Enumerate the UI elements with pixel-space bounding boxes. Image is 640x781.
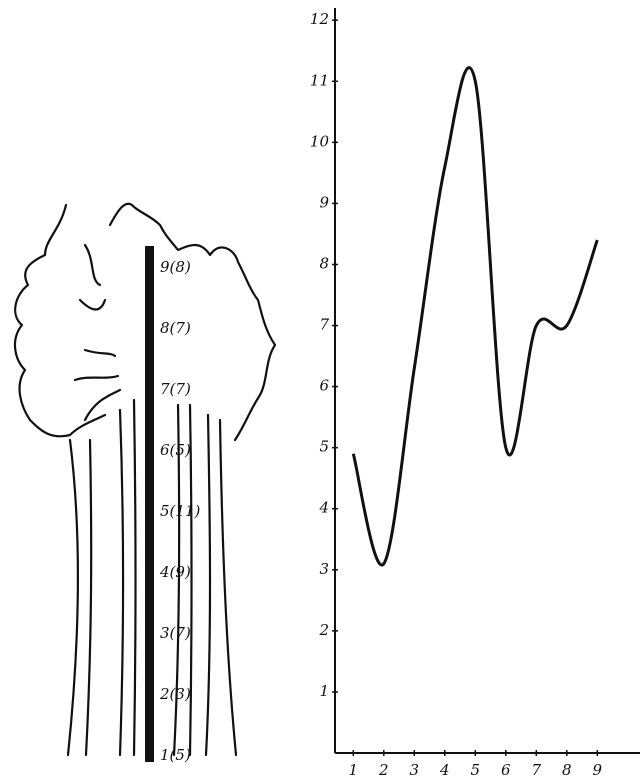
tree-crown bbox=[73, 243, 122, 422]
data-line bbox=[351, 66, 599, 567]
x-tick-label: 7 bbox=[532, 761, 542, 779]
scale-label: 8(7) bbox=[160, 319, 191, 337]
scale-label: 3(7) bbox=[160, 624, 191, 642]
x-tick-label: 4 bbox=[439, 761, 450, 779]
x-tick-label: 1 bbox=[349, 761, 359, 779]
scale-label: 5(11) bbox=[160, 502, 200, 520]
x-tick-label: 2 bbox=[378, 761, 389, 779]
y-tick-label: 6 bbox=[319, 377, 329, 395]
x-tick-label: 8 bbox=[562, 761, 572, 779]
scale-label: 9(8) bbox=[160, 258, 191, 276]
y-tick-label: 1 bbox=[319, 682, 329, 700]
y-tick-label: 3 bbox=[319, 560, 329, 578]
scale-label: 4(9) bbox=[159, 563, 191, 581]
tree-crown bbox=[108, 202, 277, 442]
scale-label: 6(5) bbox=[160, 441, 191, 459]
x-tick-label: 9 bbox=[593, 761, 603, 779]
measuring-pole bbox=[145, 246, 154, 762]
scale-label: 1(5) bbox=[160, 746, 191, 764]
y-tick-label: 12 bbox=[310, 10, 329, 28]
tree-trunk bbox=[172, 403, 193, 757]
tree-drawing bbox=[13, 202, 277, 762]
tree-trunk bbox=[66, 438, 93, 757]
y-tick-label: 11 bbox=[310, 71, 329, 89]
tree-trunk bbox=[118, 398, 137, 757]
y-tick-label: 5 bbox=[319, 438, 329, 456]
tree-scale: 9(8) 8(7) 7(7) 6(5) 5(11) 4(9) 3(7) 2(3) 1(5) bbox=[159, 258, 200, 764]
x-tick-label: 5 bbox=[471, 761, 481, 779]
y-tick-label: 7 bbox=[319, 316, 329, 334]
y-tick-label: 8 bbox=[319, 254, 329, 272]
x-tick-label: 3 bbox=[410, 761, 420, 779]
x-tick-label: 6 bbox=[501, 761, 511, 779]
scale-label: 7(7) bbox=[160, 380, 191, 398]
y-tick-label: 9 bbox=[319, 193, 329, 211]
y-tick-label: 4 bbox=[318, 499, 329, 517]
tree-crown bbox=[13, 203, 107, 438]
y-tick-label: 10 bbox=[310, 132, 330, 150]
scale-label: 2(3) bbox=[159, 685, 191, 703]
tree-trunk bbox=[204, 413, 238, 757]
y-tick-label: 2 bbox=[318, 621, 329, 639]
